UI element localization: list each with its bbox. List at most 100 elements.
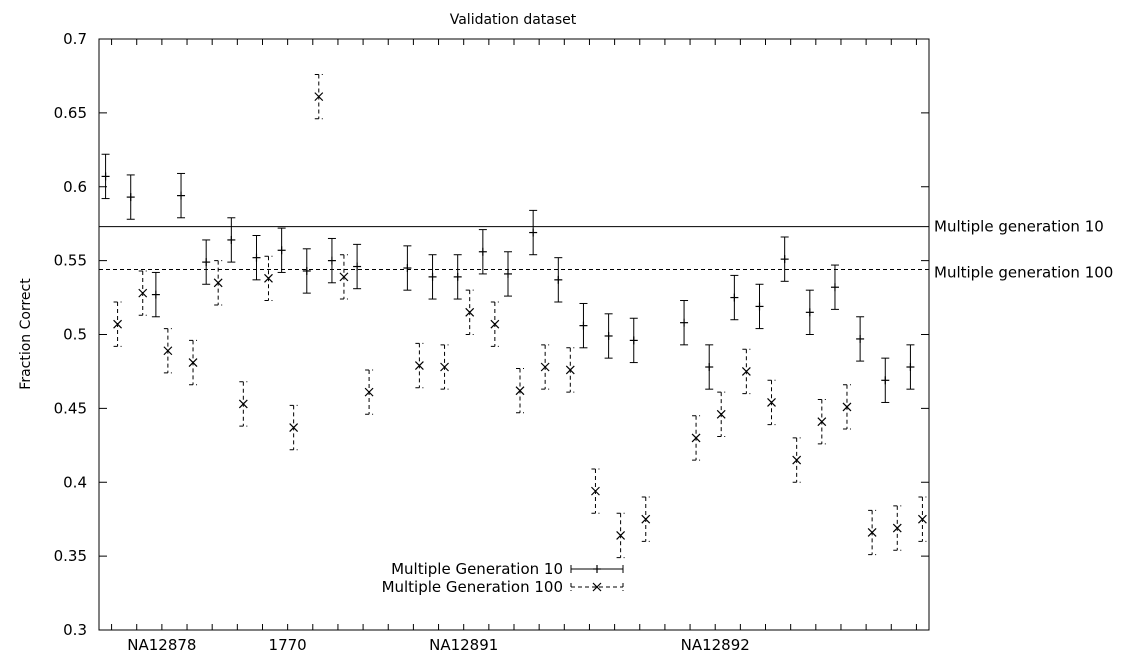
point-marker-b (440, 362, 449, 372)
point-marker-b (691, 433, 701, 443)
point-marker-b (716, 409, 726, 419)
data-point (792, 437, 802, 483)
data-point (565, 347, 575, 393)
data-point (440, 344, 449, 390)
data-point (641, 496, 651, 542)
data-point (856, 316, 865, 362)
data-point (314, 73, 324, 120)
legend-swatch-multiple-generation-10 (570, 565, 624, 573)
data-point (252, 235, 261, 281)
data-point (830, 264, 839, 310)
point-marker-b (465, 307, 475, 317)
point-marker-b (113, 319, 123, 329)
y-tick-label: 0.5 (63, 326, 87, 344)
reference-label-multiple-generation-100: Multiple generation 100 (934, 263, 1113, 281)
point-marker-b (842, 402, 852, 412)
data-point (892, 505, 902, 551)
data-point (302, 248, 311, 294)
point-marker-b (163, 346, 173, 356)
data-point (881, 357, 890, 403)
data-point (616, 512, 626, 559)
point-marker-b (264, 273, 273, 283)
data-point (842, 384, 852, 430)
reference-lines: Multiple generation 10 Multiple generatio… (99, 218, 1113, 281)
data-point (277, 227, 286, 273)
data-point (264, 255, 273, 302)
data-point (428, 254, 437, 300)
point-marker-b (792, 455, 802, 465)
point-marker-b (867, 528, 877, 537)
point-marker-b (917, 514, 927, 524)
data-point (353, 243, 362, 290)
y-tick-label: 0.4 (63, 473, 87, 491)
data-point (289, 404, 299, 451)
point-marker-b (364, 387, 374, 397)
point-marker-b (641, 514, 651, 524)
point-marker-b (767, 398, 776, 407)
chart-title: Validation dataset (450, 12, 577, 28)
legend-label-multiple-generation-100: Multiple Generation 100 (382, 578, 563, 596)
point-marker-b (892, 523, 902, 533)
data-point (151, 271, 160, 318)
data-point (540, 344, 550, 390)
x-axis: NA12878 1770 NA12891 NA12892 (111, 39, 917, 654)
data-point (453, 254, 462, 300)
data-point (403, 245, 412, 291)
series-multiple-generation-100 (113, 73, 927, 559)
y-tick-label: 0.6 (63, 178, 87, 196)
data-point (817, 399, 827, 445)
data-point (629, 317, 638, 364)
legend-marker-b (592, 582, 602, 592)
y-tick-label: 0.65 (54, 104, 87, 122)
data-point (705, 344, 714, 390)
data-point (465, 289, 475, 335)
data-point (716, 391, 726, 437)
x-category-label-na12878: NA12878 (127, 636, 196, 654)
data-point (591, 468, 600, 514)
data-point (490, 301, 500, 347)
data-point (364, 369, 374, 415)
data-point (906, 344, 915, 390)
data-point (327, 237, 336, 284)
data-point (188, 339, 198, 386)
y-axis-label: Fraction Correct (18, 278, 34, 390)
point-marker-b (565, 365, 575, 375)
point-marker-b (414, 361, 424, 370)
data-point (604, 313, 613, 359)
point-marker-b (540, 362, 550, 372)
point-marker-b (591, 486, 600, 496)
y-axis: 0.3 0.35 0.4 0.45 0.5 0.55 0.6 0.65 0.7 (54, 30, 929, 639)
data-point (238, 381, 248, 427)
point-marker-b (188, 358, 198, 367)
data-point (730, 274, 739, 321)
x-category-label-na12892: NA12892 (681, 636, 750, 654)
data-point (113, 301, 123, 347)
y-tick-label: 0.55 (54, 252, 87, 270)
data-point (478, 229, 487, 275)
y-tick-label: 0.35 (54, 547, 87, 565)
data-point (554, 257, 563, 303)
plot-frame (98, 38, 930, 631)
point-marker-b (138, 288, 148, 298)
point-marker-b (741, 367, 751, 376)
data-point (213, 260, 223, 306)
point-marker-b (339, 272, 349, 282)
point-marker-b (515, 386, 525, 396)
data-point (101, 153, 110, 200)
point-marker-b (213, 278, 223, 288)
data-point (227, 217, 236, 263)
data-point (691, 415, 701, 461)
x-category-label-na12891: NA12891 (429, 636, 498, 654)
series-multiple-generation-10 (101, 153, 915, 403)
data-point (529, 209, 538, 256)
reference-label-multiple-generation-10: Multiple generation 10 (934, 218, 1104, 236)
data-point (163, 328, 173, 374)
data-point (767, 379, 776, 426)
x-category-label-1770: 1770 (269, 636, 307, 654)
data-point (680, 300, 689, 346)
point-marker-b (289, 423, 299, 433)
data-point (339, 254, 349, 300)
point-marker-b (238, 399, 248, 409)
